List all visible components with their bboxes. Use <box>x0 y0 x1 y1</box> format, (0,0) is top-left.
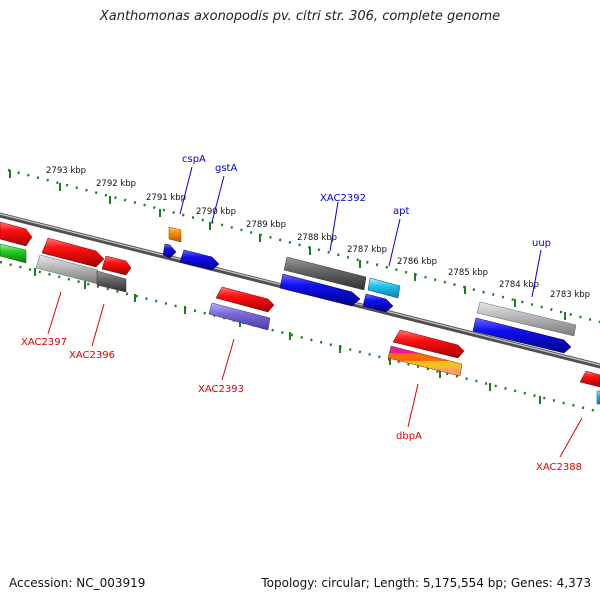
gene-gray-uup[interactable] <box>476 301 577 337</box>
map-title: Xanthomonas axonopodis pv. citri str. 30… <box>99 9 501 24</box>
gene-left-green[interactable] <box>0 243 27 264</box>
gene-label-xac2397[interactable]: XAC2397 <box>21 337 67 348</box>
forward-label-leaders <box>179 166 542 298</box>
reverse-label-leaders <box>47 291 583 458</box>
gene-darkgray-xac2392[interactable] <box>283 256 367 291</box>
outer-major-ticks <box>9 170 566 320</box>
gene-label-dbpa[interactable]: dbpA <box>396 431 422 442</box>
tick-label-2793: 2793 kbp <box>46 166 86 176</box>
gene-red-xac2397[interactable] <box>41 237 105 268</box>
gene-label-xac2396[interactable]: XAC2396 <box>69 350 115 361</box>
topology-text: Topology: circular; Length: 5,175,554 bp… <box>261 576 591 590</box>
gene-label-xac2388[interactable]: XAC2388 <box>536 462 582 473</box>
accession-text: Accession: NC_003919 <box>9 576 146 590</box>
gene-orange-cspa[interactable] <box>168 226 182 243</box>
gene-blue-small[interactable] <box>162 243 177 259</box>
gene-red-dbpa[interactable] <box>392 329 465 359</box>
tick-label-2785: 2785 kbp <box>448 268 488 278</box>
tick-label-2789: 2789 kbp <box>246 220 286 230</box>
gene-label-gsta[interactable]: gstA <box>215 163 237 174</box>
tick-label-2791: 2791 kbp <box>146 193 186 203</box>
gene-red-small[interactable] <box>101 255 132 276</box>
tick-label-2790: 2790 kbp <box>196 207 236 217</box>
gene-red-xac2388[interactable] <box>579 370 600 388</box>
gene-left-red-top[interactable] <box>0 221 33 247</box>
gene-label-xac2393[interactable]: XAC2393 <box>198 384 244 395</box>
gene-blue-xac2392[interactable] <box>279 273 361 307</box>
tick-label-2783: 2783 kbp <box>550 290 590 300</box>
gene-label-cspa[interactable]: cspA <box>182 154 206 165</box>
outer-tick-track <box>7 168 600 324</box>
tick-label-2786: 2786 kbp <box>397 257 437 267</box>
gene-cyan-right-edge[interactable] <box>596 390 600 405</box>
gene-cyan-apt[interactable] <box>367 277 401 299</box>
gene-darkgray-xac2396[interactable] <box>96 270 127 293</box>
gene-blue-uup[interactable] <box>472 317 572 354</box>
gene-blue-apt[interactable] <box>362 293 394 313</box>
gene-label-apt[interactable]: apt <box>393 206 409 217</box>
tick-label-2788: 2788 kbp <box>297 233 337 243</box>
gene-multicolor-dbpa[interactable] <box>387 345 463 377</box>
tick-label-2784: 2784 kbp <box>499 280 539 290</box>
tick-label-2792: 2792 kbp <box>96 179 136 189</box>
gene-label-uup[interactable]: uup <box>532 238 551 249</box>
gene-purple-xac2393[interactable] <box>208 302 271 331</box>
tick-label-2787: 2787 kbp <box>347 245 387 255</box>
gene-label-xac2392[interactable]: XAC2392 <box>320 193 366 204</box>
gene-red-xac2393[interactable] <box>215 286 275 313</box>
gene-blue-gsta[interactable] <box>179 249 220 271</box>
